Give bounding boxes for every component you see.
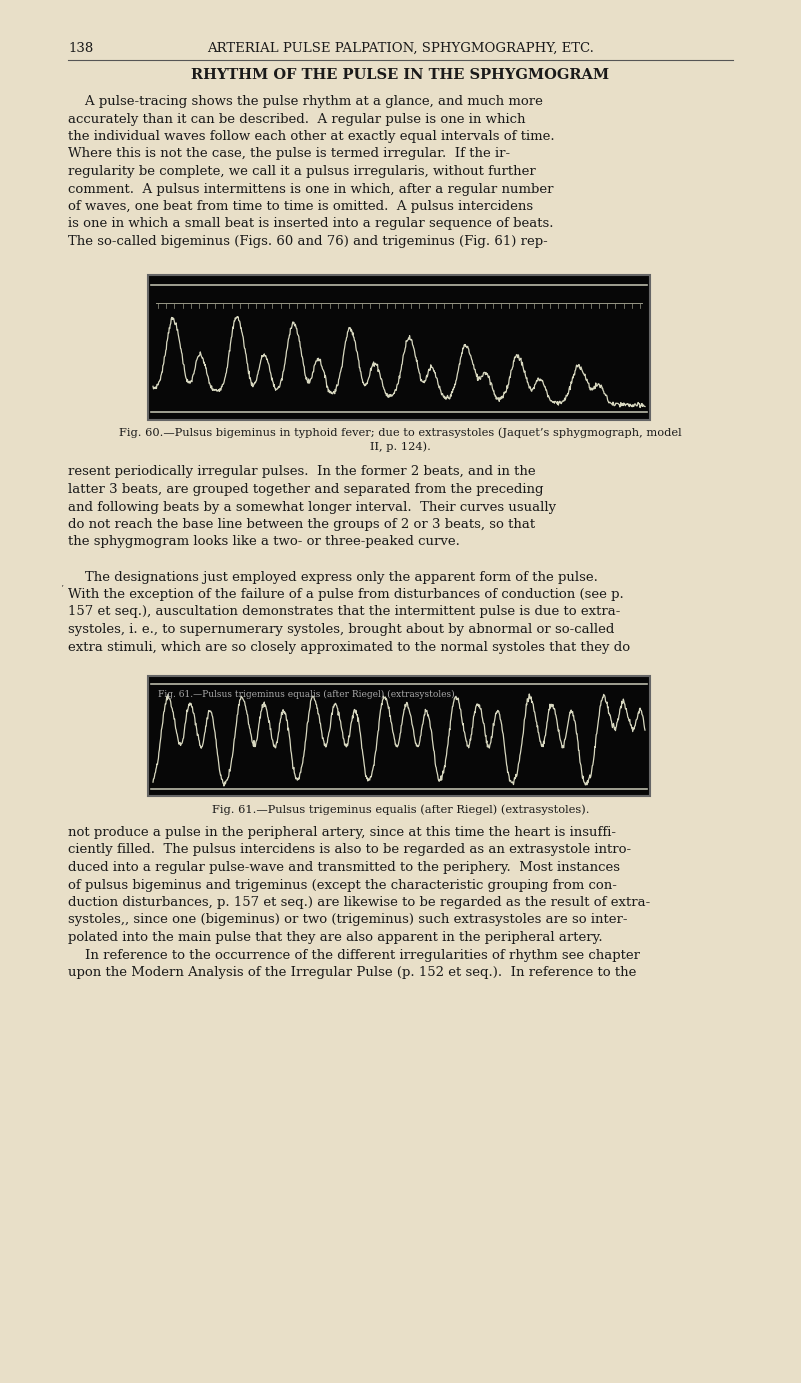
Text: In reference to the occurrence of the different irregularities of rhythm see cha: In reference to the occurrence of the di…	[68, 949, 640, 961]
Text: not produce a pulse in the peripheral artery, since at this time the heart is in: not produce a pulse in the peripheral ar…	[68, 826, 616, 839]
Text: 157 et seq.), auscultation demonstrates that the intermittent pulse is due to ex: 157 et seq.), auscultation demonstrates …	[68, 606, 621, 618]
Text: accurately than it can be described.  A regular pulse is one in which: accurately than it can be described. A r…	[68, 112, 525, 126]
Text: do not reach the base line between the groups of 2 or 3 beats, so that: do not reach the base line between the g…	[68, 519, 535, 531]
Text: and following beats by a somewhat longer interval.  Their curves usually: and following beats by a somewhat longer…	[68, 501, 556, 513]
Text: is one in which a small beat is inserted into a regular sequence of beats.: is one in which a small beat is inserted…	[68, 217, 553, 231]
Text: RHYTHM OF THE PULSE IN THE SPHYGMOGRAM: RHYTHM OF THE PULSE IN THE SPHYGMOGRAM	[191, 68, 610, 82]
Text: The so-called bigeminus (Figs. 60 and 76) and trigeminus (Fig. 61) rep-: The so-called bigeminus (Figs. 60 and 76…	[68, 235, 548, 248]
Text: systoles,, since one (bigeminus) or two (trigeminus) such extrasystoles are so i: systoles,, since one (bigeminus) or two …	[68, 914, 627, 927]
Text: upon the Modern Analysis of the Irregular Pulse (p. 152 et seq.).  In reference : upon the Modern Analysis of the Irregula…	[68, 965, 636, 979]
Text: resent periodically irregular pulses.  In the former 2 beats, and in the: resent periodically irregular pulses. In…	[68, 466, 536, 479]
Text: Fig. 60.—Pulsus bigeminus in typhoid fever; due to extrasystoles (Jaquet’s sphyg: Fig. 60.—Pulsus bigeminus in typhoid fev…	[119, 427, 682, 438]
Text: ʼ: ʼ	[60, 584, 62, 592]
Text: Where this is not the case, the pulse is termed irregular.  If the ir-: Where this is not the case, the pulse is…	[68, 148, 510, 160]
Text: comment.  A pulsus intermittens is one in which, after a regular number: comment. A pulsus intermittens is one in…	[68, 183, 553, 195]
Text: duced into a regular pulse-wave and transmitted to the periphery.  Most instance: duced into a regular pulse-wave and tran…	[68, 862, 620, 874]
Text: of pulsus bigeminus and trigeminus (except the characteristic grouping from con-: of pulsus bigeminus and trigeminus (exce…	[68, 878, 617, 892]
Text: Fig. 61.—Pulsus trigeminus equalis (after Riegel) (extrasystoles).: Fig. 61.—Pulsus trigeminus equalis (afte…	[211, 804, 590, 815]
Text: systoles, i. e., to supernumerary systoles, brought about by abnormal or so-call: systoles, i. e., to supernumerary systol…	[68, 622, 614, 636]
Text: II, p. 124).: II, p. 124).	[370, 441, 431, 452]
Text: the sphygmogram looks like a two- or three-peaked curve.: the sphygmogram looks like a two- or thr…	[68, 535, 460, 549]
Text: of waves, one beat from time to time is omitted.  A pulsus intercidens: of waves, one beat from time to time is …	[68, 201, 533, 213]
Text: regularity be complete, we call it a pulsus irregularis, without further: regularity be complete, we call it a pul…	[68, 165, 536, 178]
Text: the individual waves follow each other at exactly equal intervals of time.: the individual waves follow each other a…	[68, 130, 554, 142]
Text: The designations just employed express only the apparent form of the pulse.: The designations just employed express o…	[68, 571, 598, 584]
Text: With the exception of the failure of a pulse from disturbances of conduction (se: With the exception of the failure of a p…	[68, 588, 624, 602]
Text: A pulse-tracing shows the pulse rhythm at a glance, and much more: A pulse-tracing shows the pulse rhythm a…	[68, 95, 543, 108]
Text: 138: 138	[68, 41, 93, 55]
Text: Fig. 61.—Pulsus trigeminus equalis (after Riegel) (extrasystoles).: Fig. 61.—Pulsus trigeminus equalis (afte…	[158, 690, 457, 700]
Bar	[148, 274, 650, 419]
Text: ciently filled.  The pulsus intercidens is also to be regarded as an extrasystol: ciently filled. The pulsus intercidens i…	[68, 844, 631, 856]
Text: ARTERIAL PULSE PALPATION, SPHYGMOGRAPHY, ETC.: ARTERIAL PULSE PALPATION, SPHYGMOGRAPHY,…	[207, 41, 594, 55]
Text: latter 3 beats, are grouped together and separated from the preceding: latter 3 beats, are grouped together and…	[68, 483, 544, 496]
Text: extra stimuli, which are so closely approximated to the normal systoles that the: extra stimuli, which are so closely appr…	[68, 640, 630, 654]
Text: duction disturbances, p. 157 et seq.) are likewise to be regarded as the result : duction disturbances, p. 157 et seq.) ar…	[68, 896, 650, 909]
Bar	[148, 676, 650, 797]
Text: polated into the main pulse that they are also apparent in the peripheral artery: polated into the main pulse that they ar…	[68, 931, 602, 945]
